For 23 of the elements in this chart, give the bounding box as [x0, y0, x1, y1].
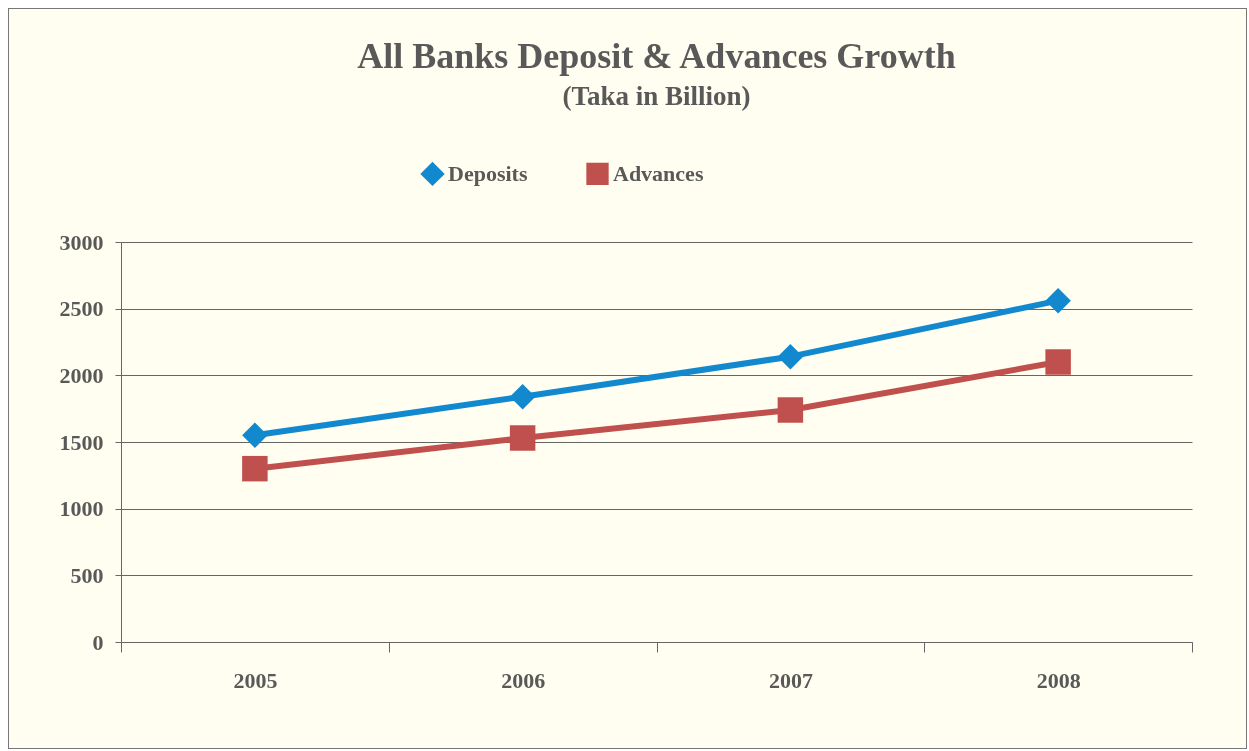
y-tick-label: 0: [92, 629, 104, 655]
x-tick-label: 2006: [501, 667, 546, 693]
point: [1045, 287, 1071, 314]
y-tick-label: 3000: [59, 229, 104, 255]
y-tick-label: 2500: [59, 296, 104, 322]
y-tick-label: 1000: [59, 496, 104, 522]
x-tick-label: 2007: [768, 667, 813, 693]
chart-subtitle: (Taka in Billion): [562, 81, 751, 111]
point: [242, 422, 268, 449]
point: [509, 383, 536, 410]
y-tick-label: 1500: [59, 429, 104, 455]
x-tick-label: 2005: [233, 667, 278, 693]
point: [777, 343, 804, 370]
y-tick-label: 500: [70, 562, 104, 588]
point: [509, 425, 536, 451]
point: [777, 397, 804, 423]
point: [1045, 349, 1071, 375]
legend-label: Advances: [613, 160, 704, 186]
chart-title: All Banks Deposit & Advances Growth: [357, 36, 956, 76]
x-tick-label: 2008: [1036, 667, 1081, 693]
y-tick-label: 2000: [59, 362, 104, 388]
legend-label: Deposits: [448, 160, 528, 186]
point: [242, 455, 268, 482]
